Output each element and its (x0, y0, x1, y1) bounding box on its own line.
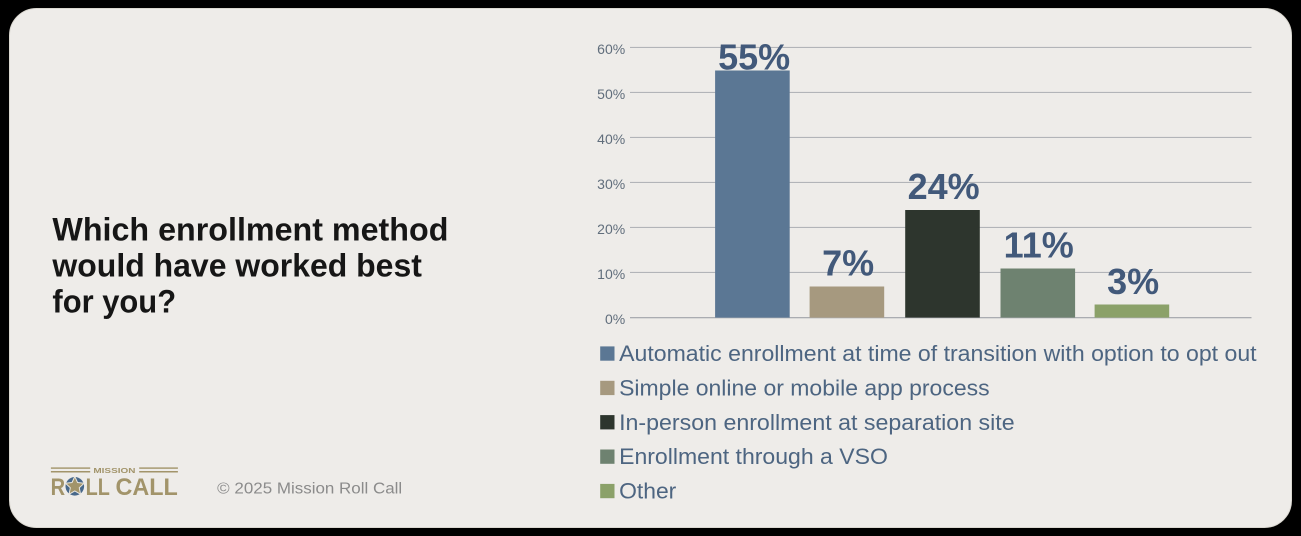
svg-text:Enrollment through a VSO: Enrollment through a VSO (619, 444, 888, 469)
svg-text:Automatic enrollment at time o: Automatic enrollment at time of transiti… (619, 341, 1257, 366)
svg-text:© 2025 Mission Roll Call: © 2025 Mission Roll Call (217, 481, 402, 498)
svg-text:for you?: for you? (52, 284, 176, 320)
svg-text:11%: 11% (1004, 225, 1074, 266)
svg-text:would have worked best: would have worked best (51, 248, 422, 284)
svg-text:30%: 30% (597, 176, 625, 192)
svg-text:55%: 55% (718, 36, 790, 77)
svg-text:In-person enrollment at separa: In-person enrollment at separation site (619, 410, 1015, 435)
svg-text:24%: 24% (908, 166, 980, 207)
svg-text:CALL: CALL (116, 474, 178, 501)
svg-text:Which enrollment method: Which enrollment method (52, 212, 448, 248)
svg-text:7%: 7% (822, 242, 874, 283)
svg-text:60%: 60% (597, 41, 625, 57)
svg-text:50%: 50% (597, 86, 625, 102)
svg-text:10%: 10% (597, 266, 625, 282)
svg-text:R: R (51, 474, 66, 501)
svg-text:3%: 3% (1107, 261, 1159, 302)
svg-text:0%: 0% (605, 311, 625, 327)
svg-text:20%: 20% (597, 221, 625, 237)
svg-text:Other: Other (619, 479, 676, 504)
svg-text:Simple online or mobile app pr: Simple online or mobile app process (619, 375, 990, 400)
svg-text:MISSION: MISSION (93, 466, 135, 475)
svg-text:40%: 40% (597, 131, 625, 147)
svg-text:LL: LL (86, 474, 110, 501)
